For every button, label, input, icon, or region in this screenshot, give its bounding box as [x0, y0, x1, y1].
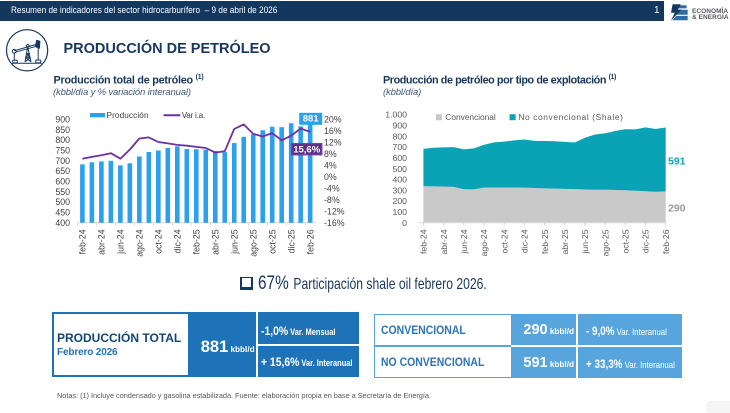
- svg-text:-8%: -8%: [324, 195, 340, 205]
- svg-text:Var i.a.: Var i.a.: [182, 111, 206, 120]
- svg-text:800: 800: [393, 131, 408, 141]
- svg-text:abr-25: abr-25: [560, 229, 570, 254]
- svg-text:8%: 8%: [324, 149, 337, 159]
- svg-text:abr-24: abr-24: [439, 229, 449, 254]
- svg-text:1.000: 1.000: [385, 110, 407, 120]
- svg-text:feb-25: feb-25: [192, 229, 202, 254]
- svg-text:oct-25: oct-25: [267, 229, 277, 254]
- svg-text:400: 400: [393, 175, 408, 185]
- svg-text:ago-25: ago-25: [600, 229, 610, 256]
- svg-text:200: 200: [393, 196, 408, 206]
- svg-text:15,6%: 15,6%: [293, 144, 320, 155]
- svg-text:20%: 20%: [324, 114, 342, 124]
- svg-text:12%: 12%: [324, 137, 342, 147]
- svg-text:oct-24: oct-24: [499, 229, 509, 253]
- svg-text:600: 600: [393, 153, 408, 163]
- svg-text:290: 290: [668, 202, 686, 214]
- svg-text:jun-25: jun-25: [580, 229, 590, 254]
- svg-text:No convencional (Shale): No convencional (Shale): [518, 112, 623, 122]
- svg-text:-4%: -4%: [324, 183, 340, 193]
- svg-text:-12%: -12%: [324, 206, 345, 216]
- svg-text:jun-24: jun-24: [459, 229, 469, 254]
- svg-text:4%: 4%: [324, 160, 337, 170]
- svg-text:881: 881: [303, 113, 320, 124]
- svg-text:300: 300: [393, 185, 408, 195]
- svg-text:900: 900: [55, 115, 70, 125]
- svg-text:500: 500: [393, 164, 408, 174]
- svg-text:jun-24: jun-24: [116, 229, 126, 255]
- svg-text:0: 0: [402, 218, 407, 228]
- svg-text:-16%: -16%: [324, 218, 345, 228]
- svg-text:feb-26: feb-26: [305, 229, 315, 254]
- svg-text:600: 600: [55, 177, 70, 187]
- svg-text:400: 400: [55, 218, 70, 228]
- svg-text:900: 900: [393, 121, 408, 131]
- svg-text:700: 700: [393, 142, 408, 152]
- svg-text:dic-24: dic-24: [173, 229, 183, 253]
- svg-text:feb-24: feb-24: [419, 229, 429, 254]
- svg-text:feb-26: feb-26: [661, 229, 671, 254]
- svg-text:650: 650: [55, 166, 70, 176]
- svg-text:100: 100: [393, 207, 408, 217]
- svg-text:Convencional: Convencional: [445, 112, 496, 122]
- svg-text:Producción: Producción: [107, 111, 149, 120]
- svg-text:dic-25: dic-25: [641, 229, 651, 253]
- svg-text:ago-24: ago-24: [479, 229, 489, 256]
- svg-text:ago-25: ago-25: [248, 229, 258, 256]
- svg-text:dic-24: dic-24: [520, 229, 530, 253]
- svg-text:500: 500: [55, 197, 70, 207]
- svg-text:800: 800: [55, 135, 70, 145]
- svg-text:oct-25: oct-25: [621, 229, 631, 253]
- svg-text:jun-25: jun-25: [229, 229, 239, 255]
- svg-text:oct-24: oct-24: [154, 229, 164, 254]
- svg-text:dic-25: dic-25: [286, 229, 296, 253]
- svg-text:700: 700: [55, 156, 70, 166]
- svg-text:16%: 16%: [324, 126, 342, 136]
- svg-text:750: 750: [55, 146, 70, 156]
- svg-text:591: 591: [668, 155, 686, 167]
- svg-text:450: 450: [55, 208, 70, 218]
- svg-text:feb-24: feb-24: [78, 229, 88, 254]
- svg-text:abr-24: abr-24: [97, 229, 107, 255]
- svg-text:ago-24: ago-24: [135, 229, 145, 256]
- svg-text:550: 550: [55, 187, 70, 197]
- svg-text:0%: 0%: [324, 172, 337, 182]
- svg-text:abr-25: abr-25: [211, 229, 221, 255]
- svg-text:feb-25: feb-25: [540, 229, 550, 254]
- svg-text:850: 850: [55, 125, 70, 135]
